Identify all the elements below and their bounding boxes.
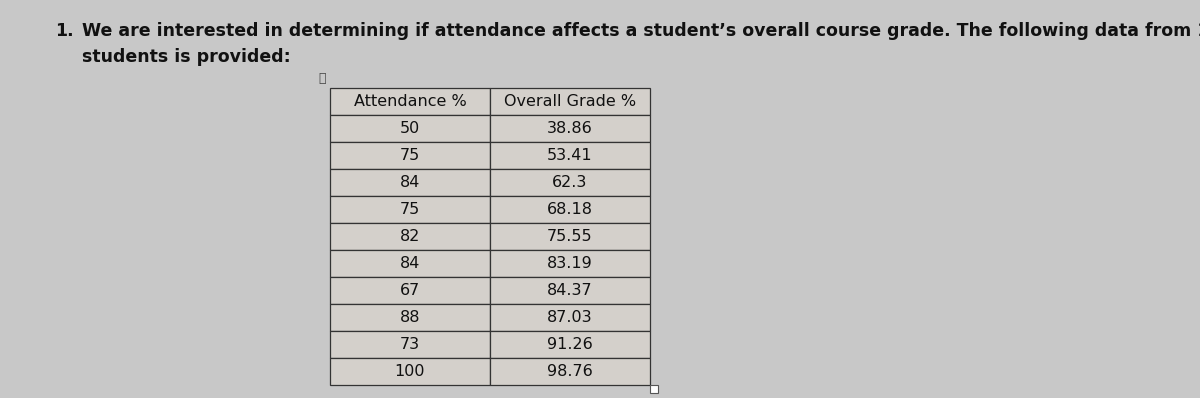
- Bar: [330, 223, 490, 250]
- Bar: [650, 385, 658, 393]
- Bar: [490, 115, 650, 142]
- Bar: [490, 196, 650, 223]
- Text: 75: 75: [400, 202, 420, 217]
- Bar: [330, 277, 490, 304]
- Text: 62.3: 62.3: [552, 175, 588, 190]
- Text: 53.41: 53.41: [547, 148, 593, 163]
- Bar: [330, 331, 490, 358]
- Bar: [330, 358, 490, 385]
- Text: 68.18: 68.18: [547, 202, 593, 217]
- Bar: [490, 223, 650, 250]
- Bar: [330, 304, 490, 331]
- Text: 84.37: 84.37: [547, 283, 593, 298]
- Text: ⬞: ⬞: [318, 72, 325, 84]
- Text: 87.03: 87.03: [547, 310, 593, 325]
- Bar: [490, 277, 650, 304]
- Text: 100: 100: [395, 364, 425, 379]
- Bar: [330, 196, 490, 223]
- Text: 75.55: 75.55: [547, 229, 593, 244]
- Text: 88: 88: [400, 310, 420, 325]
- Text: 91.26: 91.26: [547, 337, 593, 352]
- Text: Overall Grade %: Overall Grade %: [504, 94, 636, 109]
- Text: 67: 67: [400, 283, 420, 298]
- Text: 50: 50: [400, 121, 420, 136]
- Bar: [330, 169, 490, 196]
- Text: 84: 84: [400, 175, 420, 190]
- Text: 38.86: 38.86: [547, 121, 593, 136]
- Bar: [330, 250, 490, 277]
- Bar: [490, 142, 650, 169]
- Text: 98.76: 98.76: [547, 364, 593, 379]
- Bar: [490, 304, 650, 331]
- Bar: [490, 250, 650, 277]
- Text: Attendance %: Attendance %: [354, 94, 467, 109]
- Text: 83.19: 83.19: [547, 256, 593, 271]
- Text: We are interested in determining if attendance affects a student’s overall cours: We are interested in determining if atte…: [82, 22, 1200, 66]
- Bar: [490, 358, 650, 385]
- Bar: [330, 142, 490, 169]
- Bar: [490, 88, 650, 115]
- Bar: [490, 331, 650, 358]
- Text: 75: 75: [400, 148, 420, 163]
- Text: 1.: 1.: [55, 22, 73, 40]
- Bar: [490, 169, 650, 196]
- Text: 84: 84: [400, 256, 420, 271]
- Bar: [330, 88, 490, 115]
- Text: 73: 73: [400, 337, 420, 352]
- Text: 82: 82: [400, 229, 420, 244]
- Bar: [330, 115, 490, 142]
